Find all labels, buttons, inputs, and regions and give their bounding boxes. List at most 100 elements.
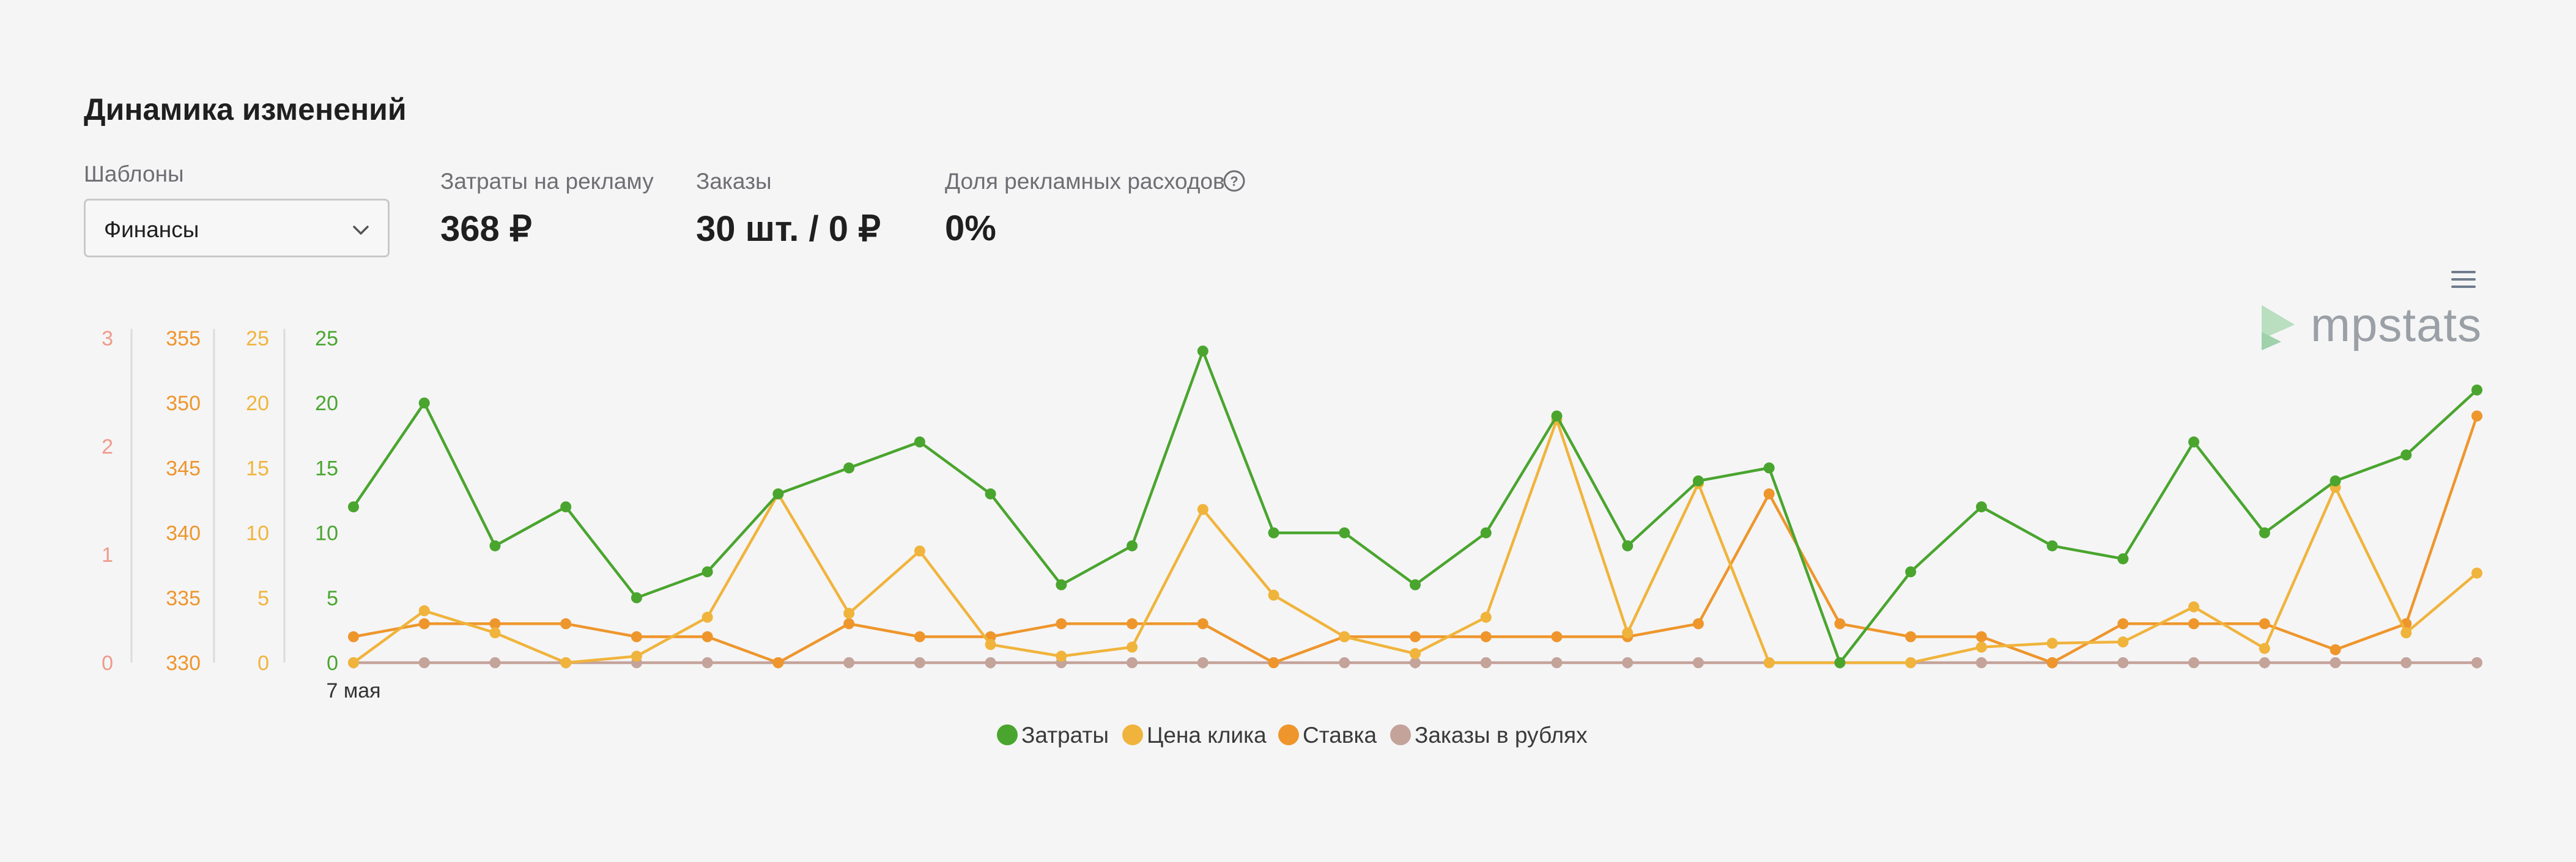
series-point-0-25[interactable] <box>2117 553 2129 565</box>
series-point-1-2[interactable] <box>489 627 501 639</box>
series-point-2-13[interactable] <box>1268 657 1279 668</box>
series-point-2-27[interactable] <box>2259 618 2270 630</box>
series-point-3-9[interactable] <box>985 657 996 668</box>
series-point-3-26[interactable] <box>2188 657 2200 668</box>
series-point-2-26[interactable] <box>2188 618 2200 630</box>
series-point-1-10[interactable] <box>1056 650 1067 662</box>
series-point-1-12[interactable] <box>1197 504 1208 515</box>
series-point-0-17[interactable] <box>1551 410 1563 422</box>
series-point-2-17[interactable] <box>1551 631 1563 643</box>
series-point-1-23[interactable] <box>1975 641 1987 653</box>
series-point-3-1[interactable] <box>418 657 430 668</box>
series-point-3-12[interactable] <box>1197 657 1208 668</box>
series-point-3-19[interactable] <box>1692 657 1704 668</box>
series-point-0-30[interactable] <box>2471 384 2482 396</box>
series-point-0-2[interactable] <box>489 540 501 551</box>
series-point-3-2[interactable] <box>489 657 501 668</box>
series-point-2-23[interactable] <box>1975 631 1987 643</box>
series-point-2-4[interactable] <box>631 631 642 643</box>
series-point-0-16[interactable] <box>1480 527 1492 539</box>
series-point-1-8[interactable] <box>914 545 925 557</box>
series-point-1-7[interactable] <box>843 608 855 619</box>
series-point-0-8[interactable] <box>914 436 925 448</box>
series-point-1-25[interactable] <box>2117 636 2129 648</box>
series-point-2-1[interactable] <box>418 618 430 630</box>
series-point-3-18[interactable] <box>1622 657 1634 668</box>
series-point-3-29[interactable] <box>2400 657 2412 668</box>
series-point-0-21[interactable] <box>1834 657 1846 668</box>
series-point-0-12[interactable] <box>1197 345 1208 357</box>
series-point-1-0[interactable] <box>348 657 359 668</box>
series-point-1-26[interactable] <box>2188 601 2200 613</box>
series-point-2-0[interactable] <box>348 631 359 643</box>
series-point-1-11[interactable] <box>1127 641 1138 653</box>
series-point-1-5[interactable] <box>701 611 713 623</box>
series-point-1-30[interactable] <box>2471 567 2482 579</box>
series-point-2-8[interactable] <box>914 631 925 643</box>
series-point-0-26[interactable] <box>2188 436 2200 448</box>
series-point-0-29[interactable] <box>2400 449 2412 461</box>
series-point-2-22[interactable] <box>1905 631 1917 643</box>
series-point-2-21[interactable] <box>1834 618 1846 630</box>
series-point-3-23[interactable] <box>1975 657 1987 668</box>
series-point-0-3[interactable] <box>560 501 572 513</box>
series-point-0-18[interactable] <box>1622 540 1634 551</box>
series-point-0-19[interactable] <box>1692 475 1704 487</box>
series-point-1-14[interactable] <box>1339 631 1350 643</box>
series-point-0-4[interactable] <box>631 592 642 603</box>
series-point-0-28[interactable] <box>2330 475 2341 487</box>
series-point-0-1[interactable] <box>418 397 430 409</box>
series-point-0-15[interactable] <box>1410 579 1421 591</box>
hamburger-menu-icon[interactable] <box>2450 269 2477 293</box>
series-point-0-9[interactable] <box>985 488 996 499</box>
series-point-1-24[interactable] <box>2046 638 2058 649</box>
series-point-3-14[interactable] <box>1339 657 1350 668</box>
series-point-1-29[interactable] <box>2400 627 2412 639</box>
series-point-0-23[interactable] <box>1975 501 1987 513</box>
series-point-2-5[interactable] <box>701 631 713 643</box>
series-point-1-20[interactable] <box>1763 657 1775 668</box>
series-point-1-27[interactable] <box>2259 643 2270 654</box>
series-point-0-0[interactable] <box>348 501 359 513</box>
series-point-2-16[interactable] <box>1480 631 1492 643</box>
series-point-1-22[interactable] <box>1905 657 1917 668</box>
series-point-1-16[interactable] <box>1480 611 1492 623</box>
series-point-3-27[interactable] <box>2259 657 2270 668</box>
series-point-3-30[interactable] <box>2471 657 2482 668</box>
series-point-0-6[interactable] <box>772 488 784 499</box>
series-point-0-27[interactable] <box>2259 527 2270 539</box>
series-point-3-16[interactable] <box>1480 657 1492 668</box>
series-point-1-18[interactable] <box>1622 627 1634 639</box>
series-point-0-5[interactable] <box>701 566 713 578</box>
series-point-0-20[interactable] <box>1763 462 1775 474</box>
series-point-2-19[interactable] <box>1692 618 1704 630</box>
series-point-3-11[interactable] <box>1127 657 1138 668</box>
series-point-3-17[interactable] <box>1551 657 1563 668</box>
series-point-1-13[interactable] <box>1268 589 1279 601</box>
series-point-2-28[interactable] <box>2330 644 2341 655</box>
series-point-3-8[interactable] <box>914 657 925 668</box>
series-point-2-30[interactable] <box>2471 410 2482 422</box>
series-point-2-12[interactable] <box>1197 618 1208 630</box>
series-point-2-20[interactable] <box>1763 488 1775 499</box>
series-point-3-25[interactable] <box>2117 657 2129 668</box>
series-point-1-1[interactable] <box>418 605 430 617</box>
series-point-2-11[interactable] <box>1127 618 1138 630</box>
templates-select[interactable]: Финансы <box>84 199 390 257</box>
series-point-0-22[interactable] <box>1905 566 1917 578</box>
series-point-2-15[interactable] <box>1410 631 1421 643</box>
series-point-0-14[interactable] <box>1339 527 1350 539</box>
series-point-2-3[interactable] <box>560 618 572 630</box>
series-point-3-28[interactable] <box>2330 657 2341 668</box>
series-point-2-24[interactable] <box>2046 657 2058 668</box>
question-circle-icon[interactable]: ? <box>1222 169 1246 196</box>
series-point-0-7[interactable] <box>843 462 855 474</box>
series-point-0-24[interactable] <box>2046 540 2058 551</box>
series-point-1-3[interactable] <box>560 657 572 668</box>
series-point-0-10[interactable] <box>1056 579 1067 591</box>
series-point-3-15[interactable] <box>1410 657 1421 668</box>
series-point-1-15[interactable] <box>1410 648 1421 660</box>
series-point-2-6[interactable] <box>772 657 784 668</box>
series-point-2-2[interactable] <box>489 618 501 630</box>
series-point-1-4[interactable] <box>631 650 642 662</box>
